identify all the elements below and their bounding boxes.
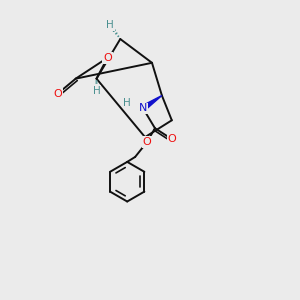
Text: H: H	[123, 98, 131, 108]
Text: O: O	[167, 134, 176, 144]
Text: H: H	[106, 20, 114, 30]
Text: O: O	[143, 137, 152, 147]
Text: H: H	[93, 85, 101, 96]
Text: N: N	[139, 103, 147, 113]
Polygon shape	[142, 95, 162, 111]
Text: O: O	[103, 53, 112, 63]
Text: O: O	[53, 88, 62, 98]
